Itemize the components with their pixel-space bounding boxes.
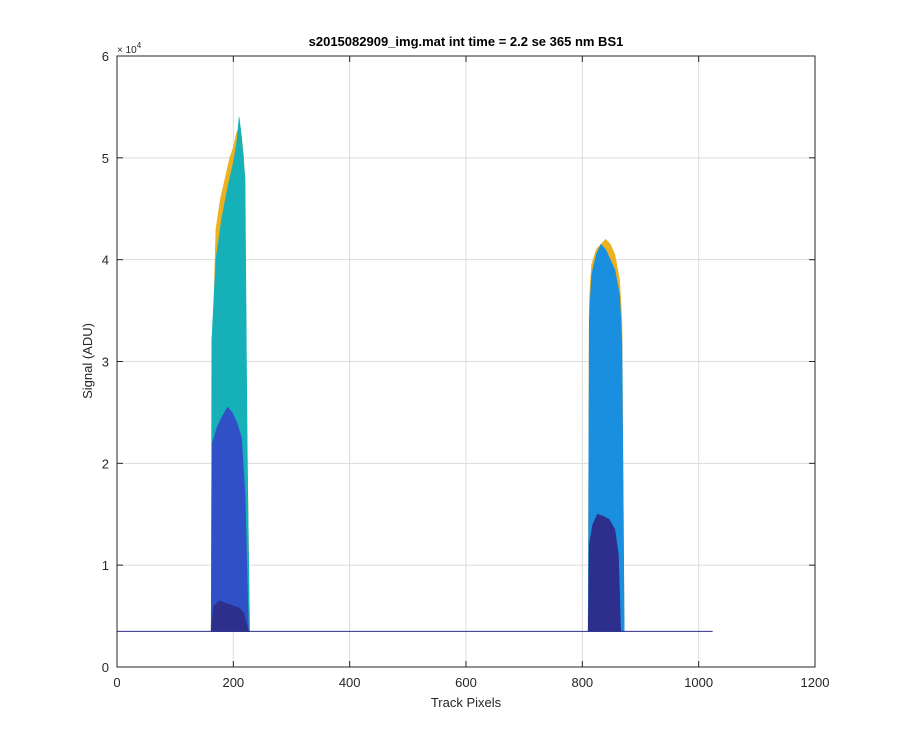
- series-area-6: [210, 600, 249, 632]
- x-tick-label: 1200: [801, 675, 830, 690]
- x-axis-label: Track Pixels: [431, 695, 502, 710]
- series-area-7: [587, 513, 622, 632]
- y-exponent-label: × 104: [117, 41, 142, 56]
- y-tick-labels: 0 1 2 3 4 5 6: [102, 49, 109, 675]
- x-tick-label: 1000: [684, 675, 713, 690]
- chart-title: s2015082909_img.mat int time = 2.2 se 36…: [309, 34, 624, 49]
- y-tick-label: 1: [102, 558, 109, 573]
- y-tick-label: 6: [102, 49, 109, 64]
- y-axis-label: Signal (ADU): [80, 323, 95, 399]
- y-tick-label: 5: [102, 151, 109, 166]
- x-tick-label: 600: [455, 675, 477, 690]
- x-tick-label: 200: [222, 675, 244, 690]
- y-tick-label: 0: [102, 660, 109, 675]
- data-areas: [210, 117, 625, 632]
- x-tick-labels: 0 200 400 600 800 1000 1200: [113, 675, 829, 690]
- x-tick-label: 800: [571, 675, 593, 690]
- y-tick-label: 3: [102, 355, 109, 370]
- x-tick-label: 400: [339, 675, 361, 690]
- axes: [116, 55, 816, 668]
- series-area-5: [210, 406, 249, 632]
- y-tick-label: 2: [102, 456, 109, 471]
- y-tick-label: 4: [102, 253, 109, 268]
- y-exponent-base: × 10: [117, 45, 137, 56]
- x-tick-label: 0: [113, 675, 120, 690]
- y-exponent-power: 4: [137, 41, 142, 50]
